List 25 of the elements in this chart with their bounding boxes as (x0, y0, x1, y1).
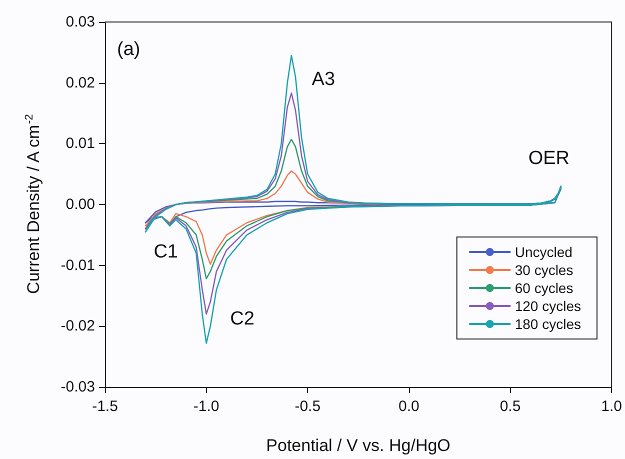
annotation: C1 (154, 241, 178, 262)
legend-label: 60 cycles (514, 280, 574, 296)
legend-label: 120 cycles (514, 298, 582, 314)
annotation: A3 (312, 68, 336, 90)
legend-label: 180 cycles (514, 316, 582, 332)
x-tick-label: -1.0 (193, 398, 220, 415)
y-tick-label: -0.03 (60, 378, 95, 396)
x-tick-label: -1.5 (92, 398, 118, 415)
x-tick-label: 1.0 (601, 398, 622, 415)
annotation: (a) (117, 39, 140, 60)
x-tick-label: 0.0 (398, 398, 420, 415)
y-tick-label: 0.01 (66, 135, 95, 152)
legend-label: Uncycled (514, 244, 572, 260)
y-tick-label: 0.02 (66, 74, 95, 92)
y-tick-label: 0.03 (66, 14, 95, 30)
y-tick-label: -0.02 (60, 318, 95, 335)
annotation: OER (528, 148, 570, 169)
annotation: C2 (230, 308, 254, 330)
x-axis-title: Potential / V vs. Hg/HgO (266, 436, 450, 455)
legend-label: 30 cycles (514, 262, 574, 278)
y-axis-title: Current Density / A cm-2 (24, 114, 43, 294)
y-tick-label: -0.01 (60, 256, 95, 274)
x-tick-label: 0.5 (500, 398, 521, 415)
x-tick-label: -0.5 (294, 398, 321, 415)
y-tick-label: 0.00 (66, 196, 95, 213)
